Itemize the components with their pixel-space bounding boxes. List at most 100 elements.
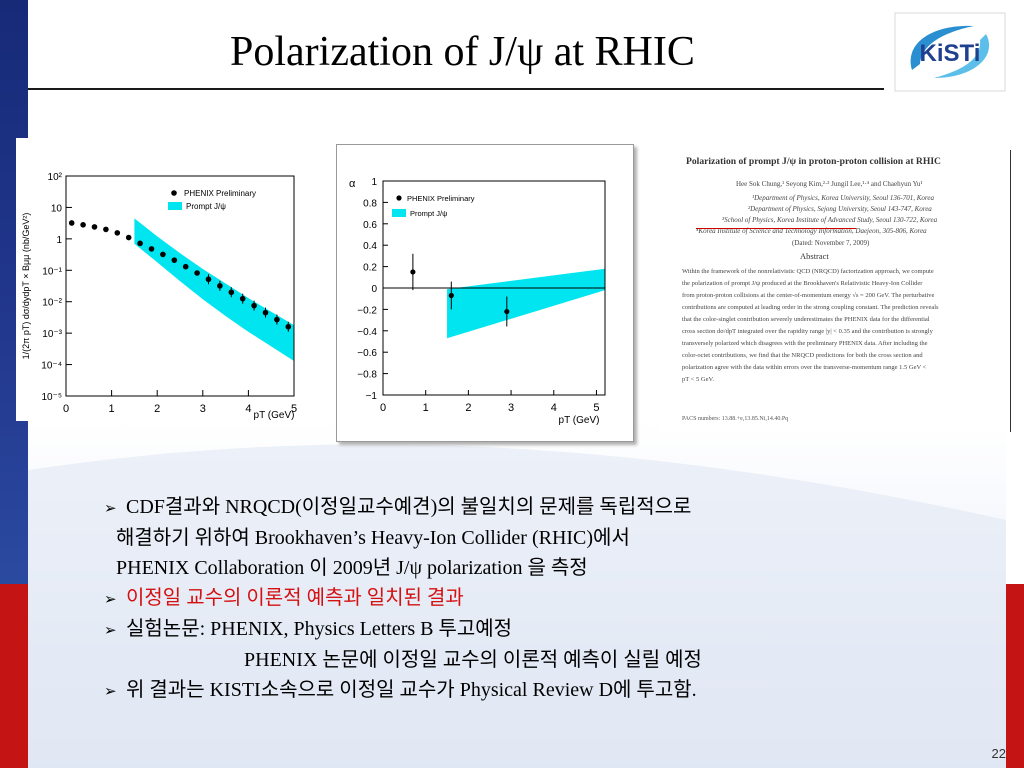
data-point <box>171 257 178 263</box>
arrow-bullet-icon: ➢ <box>104 682 117 700</box>
abstract-line: from proton-proton collisions at the cen… <box>682 292 935 299</box>
page-number: 22 <box>991 746 1006 761</box>
data-point <box>160 251 166 258</box>
data-point <box>137 240 143 247</box>
x-axis-label: pT (GeV) <box>559 415 600 426</box>
data-point <box>262 309 269 316</box>
y-tick-label: −0.6 <box>357 348 377 359</box>
logo-text: KiSTi <box>920 40 981 67</box>
data-point <box>504 308 510 315</box>
data-point <box>182 263 189 270</box>
affiliation-highlight <box>696 228 856 229</box>
abstract-line: the polarization of prompt J/ψ produced … <box>682 280 923 287</box>
y-tick-label: −0.4 <box>357 327 377 338</box>
y-tick-label: 1 <box>371 177 377 188</box>
legend-label: PHENIX Preliminary <box>184 189 256 198</box>
x-tick-label: 5 <box>291 403 297 415</box>
data-point <box>148 246 155 252</box>
bullet-continuation: PHENIX 논문에 이정일 교수의 이론적 예측이 실릴 예정 <box>244 649 702 671</box>
bullet-item: ➢ CDF결과와 NRQCD(이정일교수예견)의 불일치의 문제를 독립적으로 <box>104 492 702 523</box>
data-point <box>125 234 132 241</box>
data-point <box>103 226 109 233</box>
paper-dated: (Dated: November 7, 2009) <box>792 239 870 247</box>
y-tick-label: 10⁻² <box>42 298 62 309</box>
legend-label: PHENIX Preliminary <box>407 194 475 203</box>
x-tick-label: 5 <box>593 402 599 414</box>
bullet-text-highlight: 이정일 교수의 이론적 예측과 일치된 결과 <box>126 587 464 609</box>
arrow-bullet-icon: ➢ <box>104 621 117 639</box>
y-tick-label: 10⁻³ <box>42 329 62 340</box>
x-tick-label: 1 <box>423 402 429 414</box>
y-tick-label: 10⁻⁴ <box>41 361 62 372</box>
bullet-continuation: PHENIX Collaboration 이 2009년 J/ψ polariz… <box>116 557 588 579</box>
paper-affiliation: ¹Department of Physics, Korea University… <box>752 194 934 202</box>
y-tick-label: −1 <box>366 391 378 402</box>
x-tick-label: 2 <box>154 403 160 415</box>
y-tick-label: −0.2 <box>357 305 377 316</box>
paper-pacs: PACS numbers: 13.88.+e,13.85.Ni,14.40.Pq <box>682 416 789 422</box>
y-tick-label: 0.8 <box>363 198 377 209</box>
legend-marker-points <box>396 195 402 201</box>
y-tick-label: 10⁻⁵ <box>41 392 62 403</box>
left-red-bar <box>0 584 28 768</box>
arrow-bullet-icon: ➢ <box>104 499 117 517</box>
slide-title: Polarization of J/ψ at RHIC <box>230 29 695 75</box>
abstract-line: polarization agree with the data within … <box>682 364 927 371</box>
x-tick-label: 3 <box>200 403 206 415</box>
paper-affiliation: ⁴Korea Institute of Science and Technolo… <box>696 227 927 235</box>
paper-authors: Hee Sok Chung,¹ Seyong Kim,²·³ Jungil Le… <box>736 180 923 188</box>
y-tick-label: 10⁻¹ <box>42 266 62 277</box>
y-tick-label: 0.6 <box>363 220 377 231</box>
polarization-figure: 0 1 2 3 4 5 −1 −0.8 −0.6 −0.4 −0.2 0 0.2 0.4 0.6 0.8 1 PH… <box>336 144 634 442</box>
data-point <box>205 276 212 283</box>
x-tick-label: 1 <box>109 403 115 415</box>
y-tick-label: −0.8 <box>357 370 377 381</box>
data-point <box>239 295 246 302</box>
data-point <box>68 220 75 226</box>
y-tick-label: 10² <box>48 172 63 183</box>
bullet-continuation: 해결하기 위하여 Brookhaven’s Heavy-Ion Collider… <box>116 527 630 549</box>
y-tick-label: 0.2 <box>363 263 377 274</box>
data-point <box>194 270 200 276</box>
data-point <box>274 316 280 323</box>
data-point <box>80 222 86 228</box>
x-tick-label: 2 <box>465 402 471 414</box>
cross-section-figure: 0 1 2 3 4 5 10⁻⁵ 10⁻⁴ 10⁻³ 10⁻² 10⁻¹ 1 10 10² PHENIX P… <box>16 138 305 421</box>
abstract-line: pT < 5 GeV. <box>682 376 714 383</box>
paper-title: Polarization of prompt J/ψ in proton-pro… <box>686 156 941 167</box>
paper-abstract-figure: Polarization of prompt J/ψ in proton-pro… <box>660 150 1012 432</box>
prompt-jpsi-band <box>447 268 605 339</box>
data-point <box>285 323 292 330</box>
x-tick-label: 0 <box>63 403 69 415</box>
legend-label: Prompt J/ψ <box>186 202 226 211</box>
abstract-line: contributions are computed at leading or… <box>682 304 939 311</box>
legend-label: Prompt J/ψ <box>410 209 447 218</box>
legend-marker-band <box>392 209 406 217</box>
y-tick-label: 0.4 <box>363 241 377 252</box>
data-point <box>91 224 98 230</box>
abstract-line: transversely polarized which disagrees w… <box>682 340 928 347</box>
y-tick-label: 10 <box>51 203 63 214</box>
cross-section-chart: 0 1 2 3 4 5 10⁻⁵ 10⁻⁴ 10⁻³ 10⁻² 10⁻¹ 1 10 10² PHENIX P… <box>21 172 297 421</box>
paper-affiliation: ³School of Physics, Korea Institute of A… <box>722 216 938 224</box>
bullet-item: ➢ 위 결과는 KISTI소속으로 이정일 교수가 Physical Review… <box>104 675 702 706</box>
x-axis-label: pT (GeV) <box>254 410 295 421</box>
abstract-line: cross section dσ/dpT integrated over the… <box>682 328 933 335</box>
x-tick-label: 4 <box>245 403 251 415</box>
legend-marker-points <box>171 190 177 196</box>
bullet-list: ➢ CDF결과와 NRQCD(이정일교수예견)의 불일치의 문제를 독립적으로 해… <box>104 492 702 706</box>
data-point <box>114 230 121 236</box>
data-point <box>217 283 223 289</box>
title-divider <box>28 88 884 90</box>
paper-abstract-body: Within the framework of the nonrelativis… <box>682 266 982 386</box>
arrow-bullet-icon: ➢ <box>104 590 117 608</box>
bullet-text: 실험논문: PHENIX, Physics Letters B 투고예정 <box>126 618 513 640</box>
bullet-text: CDF결과와 NRQCD(이정일교수예견)의 불일치의 문제를 독립적으로 <box>126 496 692 518</box>
data-point <box>251 302 257 309</box>
x-tick-label: 4 <box>551 402 557 414</box>
bullet-text: 위 결과는 KISTI소속으로 이정일 교수가 Physical Review … <box>126 679 697 701</box>
paper-abstract-heading: Abstract <box>800 251 829 261</box>
paper-affiliation: ²Department of Physics, Sejong Universit… <box>748 205 932 213</box>
right-red-bar <box>1006 584 1024 768</box>
